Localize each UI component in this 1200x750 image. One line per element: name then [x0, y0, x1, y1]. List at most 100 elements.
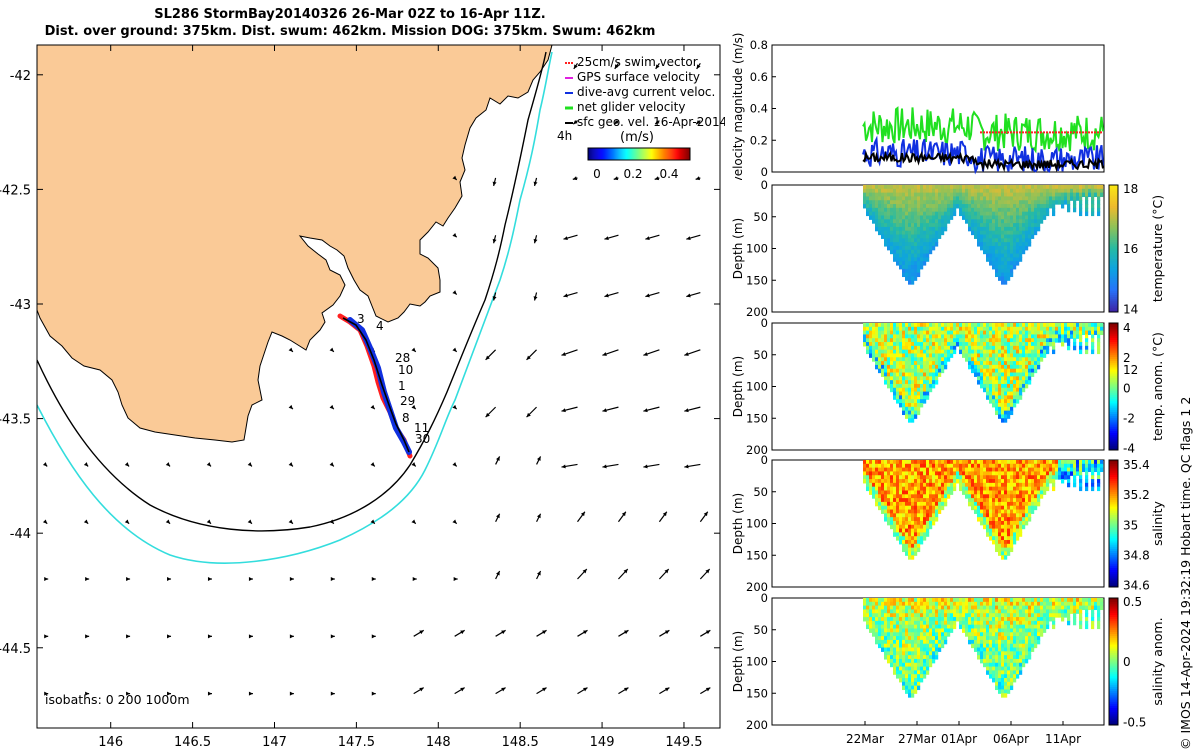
section-cell	[947, 196, 951, 201]
section-cell	[977, 238, 981, 243]
section-colorbar-cell	[1109, 536, 1118, 539]
track-label: 30	[415, 432, 430, 446]
section-cell	[887, 234, 891, 239]
section-cell	[917, 257, 921, 262]
section-cell	[908, 513, 912, 518]
section-cell	[995, 330, 999, 336]
section-cell	[1046, 482, 1050, 488]
section-cell	[923, 471, 927, 476]
section-cell	[944, 639, 948, 645]
section-cell	[953, 330, 957, 336]
section-cell	[1019, 505, 1023, 511]
section-cell	[1001, 376, 1005, 381]
section-cell	[974, 620, 978, 626]
section-cell	[1097, 479, 1101, 484]
section-cell	[914, 513, 918, 518]
velocity-vector-head	[613, 176, 619, 181]
section-cell	[1043, 342, 1047, 347]
section-cell	[893, 372, 897, 377]
section-cell	[1088, 188, 1092, 194]
section-cell	[1022, 463, 1026, 469]
section-cell	[887, 185, 891, 190]
section-cell	[902, 513, 906, 518]
section-cell	[1013, 460, 1017, 465]
section-cell	[872, 479, 876, 484]
section-cell	[953, 323, 957, 328]
section-cell	[1100, 185, 1104, 190]
map-colorbar-cell	[622, 148, 624, 160]
section-cell	[902, 479, 906, 484]
section-cell	[1010, 234, 1014, 239]
section-cell	[884, 207, 888, 213]
section-cell	[1001, 215, 1005, 220]
section-cell	[869, 620, 873, 626]
velocity-vector-head	[247, 519, 252, 524]
section-cell	[992, 624, 996, 630]
section-cell	[914, 681, 918, 687]
section-cell	[989, 323, 993, 328]
track-label: 29	[400, 394, 415, 408]
section-cell	[1025, 238, 1029, 243]
section-cell	[917, 192, 921, 198]
section-cell	[923, 257, 927, 262]
section-cell	[872, 601, 876, 607]
section-cell	[938, 613, 942, 618]
section-cell	[1085, 482, 1089, 488]
velocity-vector-head	[696, 64, 701, 69]
section-cell	[935, 196, 939, 201]
section-cell	[938, 215, 942, 220]
section-cell	[914, 372, 918, 377]
section-cell	[1013, 647, 1017, 652]
section-colorbar-frame	[1108, 322, 1119, 451]
section-cell	[929, 647, 933, 652]
section-cell	[941, 601, 945, 607]
section-cell	[893, 238, 897, 243]
section-cell	[1091, 342, 1095, 347]
section-cell	[905, 265, 909, 270]
section-cell	[1019, 230, 1023, 236]
section-cell	[1031, 353, 1035, 358]
section-cell	[917, 387, 921, 393]
section-cell	[908, 601, 912, 607]
section-cell	[1010, 272, 1014, 278]
track-label: 10	[398, 363, 413, 377]
section-cell	[974, 601, 978, 607]
section-cell	[896, 613, 900, 618]
section-cell	[932, 632, 936, 637]
section-cell	[992, 609, 996, 614]
section-cell	[983, 513, 987, 518]
section-cell	[1022, 475, 1026, 480]
section-cell	[1028, 486, 1032, 492]
section-cell	[905, 185, 909, 190]
section-cell	[995, 234, 999, 239]
section-cell	[932, 482, 936, 488]
section-cell	[884, 598, 888, 603]
section-cell	[914, 540, 918, 545]
section-cell	[1007, 391, 1011, 396]
section-cell	[1010, 524, 1014, 530]
section-cell	[944, 624, 948, 630]
section-cell	[890, 486, 894, 492]
section-cell	[941, 628, 945, 633]
section-cell	[980, 605, 984, 611]
section-cell	[926, 376, 930, 381]
section-cell	[1007, 380, 1011, 385]
section-cell	[992, 598, 996, 603]
section-cell	[902, 215, 906, 220]
section-cell	[995, 238, 999, 243]
section-cell	[1013, 655, 1017, 660]
section-cell	[890, 387, 894, 393]
section-cell	[1034, 463, 1038, 469]
section-cell	[977, 628, 981, 633]
section-cell	[899, 662, 903, 668]
section-cell	[896, 651, 900, 656]
section-cell	[917, 532, 921, 537]
section-cell	[992, 383, 996, 389]
section-cell	[911, 265, 915, 270]
section-cell	[947, 185, 951, 190]
section-cell	[902, 605, 906, 611]
section-cell	[911, 540, 915, 545]
section-cell	[998, 628, 1002, 633]
section-cell	[986, 215, 990, 220]
section-colorbar-cell	[1109, 447, 1118, 451]
